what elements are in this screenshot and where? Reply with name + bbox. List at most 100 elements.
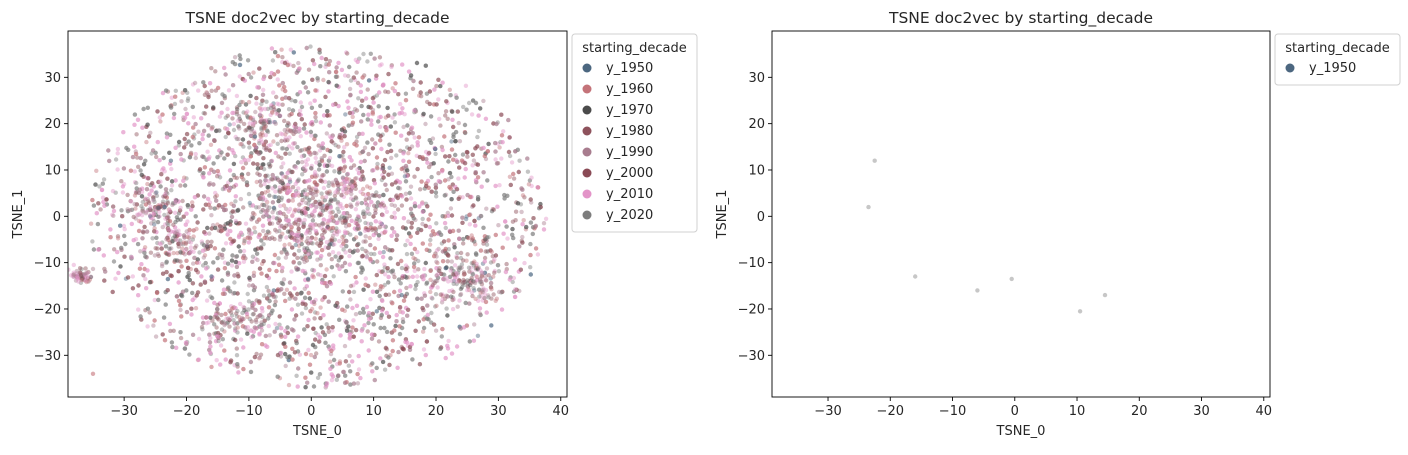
- scatter-point: [365, 227, 371, 233]
- scatter-point: [314, 351, 319, 356]
- scatter-point: [246, 99, 252, 105]
- scatter-point: [372, 56, 377, 61]
- scatter-point: [282, 60, 288, 66]
- scatter-point: [195, 269, 200, 275]
- scatter-point: [389, 64, 394, 70]
- scatter-point: [306, 347, 311, 353]
- scatter-point: [135, 241, 141, 247]
- scatter-point: [443, 113, 448, 118]
- scatter-point: [91, 203, 97, 208]
- scatter-point: [245, 115, 251, 120]
- scatter-point: [428, 212, 433, 217]
- scatter-point: [136, 228, 142, 234]
- scatter-point: [306, 145, 312, 151]
- scatter-point: [157, 115, 162, 120]
- scatter-point: [318, 273, 323, 278]
- scatter-point: [163, 88, 169, 93]
- scatter-point: [279, 334, 284, 339]
- scatter-point: [238, 301, 243, 307]
- scatter-point: [326, 245, 331, 250]
- scatter-point: [263, 333, 268, 339]
- scatter-point: [233, 199, 238, 204]
- scatter-point: [238, 230, 244, 235]
- scatter-point: [260, 197, 265, 202]
- scatter-point: [295, 334, 301, 339]
- scatter-point: [170, 236, 176, 241]
- scatter-point: [225, 272, 231, 277]
- scatter-point: [184, 309, 190, 315]
- scatter-point: [348, 165, 354, 170]
- scatter-point: [345, 51, 350, 56]
- scatter-point: [239, 317, 244, 322]
- scatter-point: [286, 122, 292, 127]
- scatter-point: [219, 252, 225, 258]
- scatter-point: [301, 80, 306, 85]
- scatter-point: [409, 341, 414, 347]
- scatter-point: [452, 275, 458, 280]
- scatter-point: [301, 126, 307, 131]
- scatter-point: [476, 216, 481, 221]
- scatter-point: [211, 161, 216, 166]
- scatter-point: [415, 166, 420, 172]
- scatter-point: [377, 269, 382, 274]
- scatter-point: [445, 252, 450, 257]
- scatter-point: [523, 227, 529, 232]
- scatter-point: [122, 233, 127, 239]
- scatter-point: [207, 154, 212, 160]
- scatter-point: [412, 108, 417, 113]
- scatter-point: [296, 248, 302, 253]
- scatter-point: [508, 182, 513, 188]
- scatter-point: [257, 355, 262, 360]
- scatter-point: [507, 174, 513, 179]
- scatter-point: [329, 348, 334, 353]
- scatter-point: [324, 383, 329, 388]
- scatter-point: [320, 296, 326, 302]
- scatter-point: [407, 146, 412, 152]
- scatter-point: [215, 311, 220, 316]
- scatter-point: [370, 110, 375, 115]
- scatter-point: [404, 251, 410, 257]
- scatter-point: [376, 115, 382, 120]
- scatter-point: [190, 297, 195, 303]
- scatter-point: [446, 159, 451, 164]
- scatter-point: [443, 355, 448, 361]
- scatter-point: [470, 98, 476, 103]
- scatter-point: [289, 307, 295, 312]
- scatter-point: [287, 234, 293, 239]
- scatter-point: [378, 284, 384, 289]
- scatter-point: [328, 218, 334, 223]
- scatter-point: [338, 333, 343, 338]
- scatter-point: [330, 325, 335, 330]
- scatter-point: [377, 90, 382, 95]
- scatter-point: [446, 247, 451, 252]
- scatter-point: [396, 92, 401, 97]
- scatter-point: [187, 155, 193, 160]
- scatter-point: [473, 242, 478, 247]
- scatter-point: [325, 225, 330, 231]
- scatter-point: [284, 146, 289, 152]
- scatter-point: [399, 265, 405, 271]
- scatter-point: [281, 182, 286, 187]
- scatter-point: [182, 115, 188, 121]
- scatter-point: [190, 332, 196, 337]
- scatter-point: [327, 80, 332, 86]
- scatter-point: [462, 271, 467, 277]
- scatter-point: [466, 235, 471, 241]
- scatter-point: [373, 193, 379, 198]
- scatter-point: [412, 174, 417, 179]
- scatter-point: [417, 93, 422, 98]
- scatter-point: [279, 326, 284, 331]
- scatter-point: [266, 313, 272, 318]
- scatter-point: [436, 77, 441, 83]
- scatter-point: [342, 179, 348, 185]
- scatter-point: [271, 260, 276, 266]
- scatter-point: [252, 142, 257, 148]
- scatter-point: [370, 168, 375, 173]
- scatter-point: [525, 156, 530, 161]
- scatter-point: [147, 280, 153, 285]
- scatter-point: [278, 211, 284, 216]
- scatter-point: [182, 183, 188, 188]
- scatter-point: [248, 369, 254, 375]
- scatter-point: [202, 279, 208, 284]
- scatter-point: [440, 249, 446, 254]
